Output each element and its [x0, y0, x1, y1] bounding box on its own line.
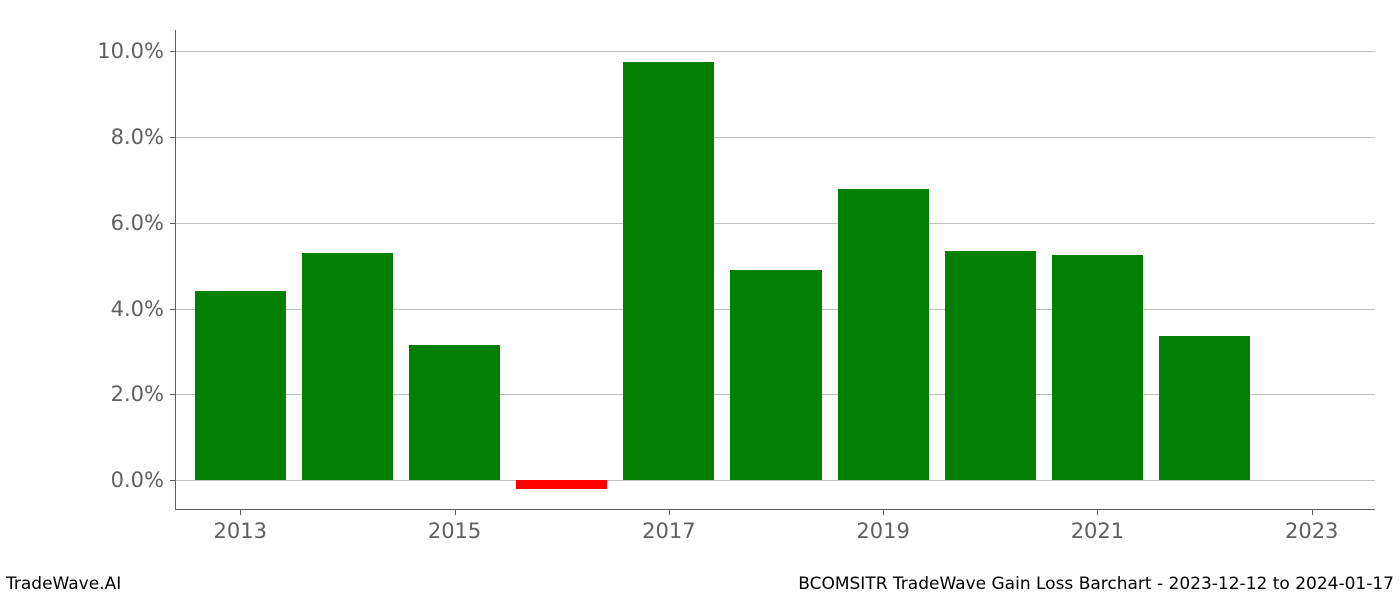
grid-line	[176, 223, 1375, 224]
chart-bar	[945, 251, 1036, 480]
chart-bar	[195, 291, 286, 480]
ytick-label: 8.0%	[111, 125, 176, 149]
xtick-label: 2023	[1285, 509, 1338, 543]
ytick-label: 2.0%	[111, 382, 176, 406]
chart-bar	[516, 480, 607, 489]
ytick-label: 6.0%	[111, 211, 176, 235]
chart-bar	[1052, 255, 1143, 480]
chart-bar	[730, 270, 821, 480]
chart-bar	[623, 62, 714, 480]
footer-right-caption: BCOMSITR TradeWave Gain Loss Barchart - …	[798, 574, 1394, 594]
xtick-label: 2013	[214, 509, 267, 543]
footer-left-brand: TradeWave.AI	[6, 574, 121, 594]
chart-bar	[302, 253, 393, 480]
chart-figure: 0.0% 2.0% 4.0% 6.0% 8.0% 10.0% 2013 2015 2017 201…	[0, 0, 1400, 600]
grid-line	[176, 137, 1375, 138]
plot-area: 0.0%2.0%4.0%6.0%8.0%10.0%201320152017201…	[175, 30, 1375, 510]
grid-line	[176, 51, 1375, 52]
chart-bar	[409, 345, 500, 480]
xtick-label: 2019	[856, 509, 909, 543]
ytick-label: 10.0%	[97, 39, 176, 63]
xtick-label: 2015	[428, 509, 481, 543]
chart-bar	[1159, 336, 1250, 480]
grid-line	[176, 480, 1375, 481]
ytick-label: 4.0%	[111, 297, 176, 321]
ytick-label: 0.0%	[111, 468, 176, 492]
xtick-label: 2021	[1071, 509, 1124, 543]
xtick-label: 2017	[642, 509, 695, 543]
chart-bar	[838, 189, 929, 480]
